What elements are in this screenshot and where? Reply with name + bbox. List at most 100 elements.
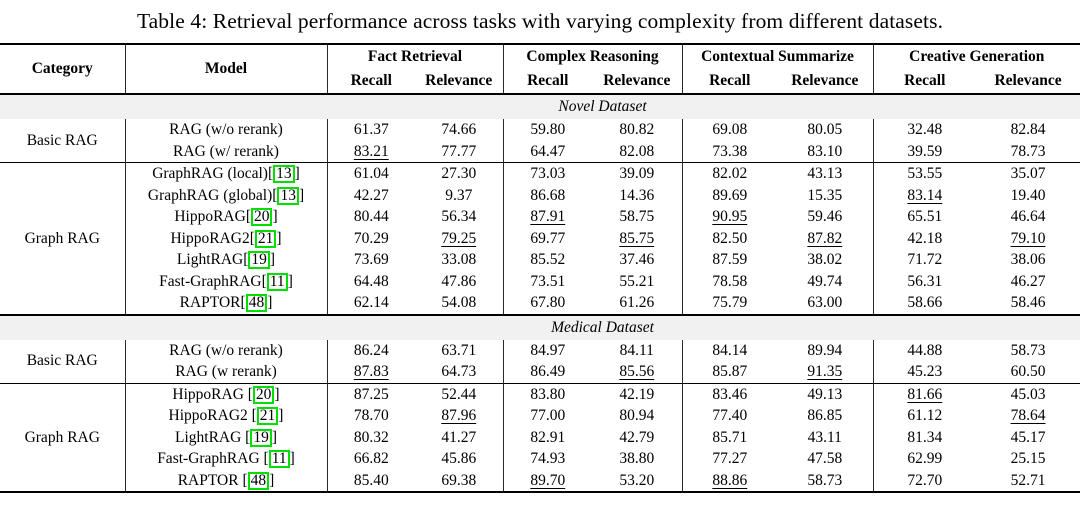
model-cell: RAG (w/o rerank) (124, 119, 327, 141)
value-cell: 54.08 (441, 294, 477, 311)
citation-link[interactable]: 21 (254, 229, 277, 248)
value-cell: 61.26 (619, 294, 655, 311)
underlined-value: 81.66 (907, 385, 943, 403)
table-row: GraphRAG (global)[13] 42.27 9.37 86.68 14.36… (0, 184, 1080, 206)
value-cell: 45.17 (1010, 428, 1046, 446)
value-cell: 61.37 (326, 119, 415, 141)
citation-link[interactable]: 21 (256, 407, 279, 425)
value-cell: 85.75 (592, 228, 682, 250)
value-cell: 35.07 (976, 162, 1080, 185)
model-cell: LightRAG [19] (124, 426, 327, 448)
value-cell: 47.58 (807, 450, 843, 467)
table-row: LightRAG[19] 73.69 33.08 85.52 37.46 87.59 38.… (0, 249, 1080, 271)
table-row: RAG (w/ rerank) 83.21 77.77 64.47 82.08 73.38… (0, 140, 1080, 163)
value-cell: 38.80 (619, 450, 655, 467)
table-row: RAPTOR [48] 85.40 69.38 89.70 53.20 88.86 58.7… (0, 469, 1080, 492)
value-cell: 87.91 (502, 206, 592, 228)
citation-link[interactable]: 19 (250, 428, 272, 447)
value-cell: 69.77 (502, 227, 592, 249)
value-cell: 56.31 (872, 270, 977, 292)
value-cell: 87.59 (681, 249, 778, 271)
value-cell: 42.18 (872, 227, 977, 249)
underlined-value: 79.10 (1010, 229, 1046, 247)
model-cell: GraphRAG (global)[13] (124, 184, 327, 206)
value-cell: 25.15 (1010, 450, 1046, 467)
value-cell: 38.06 (1010, 251, 1046, 268)
value-cell: 83.10 (807, 142, 843, 160)
category-cell: Basic RAG (26, 131, 98, 149)
value-cell: 14.36 (619, 186, 655, 204)
col-header-complex-recall: Recall (502, 69, 592, 94)
underlined-value: 78.64 (1010, 407, 1046, 424)
value-cell: 82.91 (502, 426, 592, 448)
paper-table-figure: Table 4: Retrieval performance across ta… (0, 9, 1080, 493)
underlined-value: 87.91 (530, 208, 566, 225)
value-cell: 89.69 (681, 184, 778, 206)
underlined-value: 85.75 (619, 229, 655, 247)
value-cell: 73.38 (681, 140, 778, 163)
col-group-fact-retrieval: Fact Retrieval (326, 44, 503, 69)
citation-link[interactable]: 20 (250, 208, 273, 226)
value-cell: 85.52 (502, 249, 592, 271)
value-cell: 58.73 (1010, 341, 1046, 359)
table-row: HippoRAG[20] 80.44 56.34 87.91 58.75 90.95 59.… (0, 206, 1080, 228)
citation-link[interactable]: 11 (268, 450, 290, 468)
model-cell: HippoRAG[20] (124, 206, 327, 228)
citation-link[interactable]: 19 (248, 251, 270, 269)
section-title: Medical Dataset (0, 313, 1080, 340)
model-cell: RAPTOR [48] (124, 469, 327, 492)
value-cell: 78.58 (681, 270, 778, 292)
underlined-value: 79.25 (441, 229, 477, 247)
value-cell: 75.79 (681, 292, 778, 315)
value-cell: 81.66 (872, 382, 977, 405)
value-cell: 74.66 (441, 121, 477, 138)
col-header-category: Category (31, 60, 93, 77)
value-cell: 72.70 (872, 469, 977, 492)
value-cell: 9.37 (445, 186, 473, 204)
citation-link[interactable]: 48 (245, 294, 268, 312)
citation-link[interactable]: 48 (247, 471, 270, 490)
underlined-value: 90.95 (712, 208, 748, 225)
value-cell: 73.51 (502, 270, 592, 292)
value-cell: 45.86 (441, 450, 477, 467)
model-cell: Fast-GraphRAG [11] (124, 448, 327, 470)
value-cell: 15.35 (807, 186, 843, 204)
value-cell: 46.27 (1010, 272, 1046, 290)
value-cell: 88.86 (681, 469, 778, 492)
col-header-complex-relevance: Relevance (603, 72, 671, 89)
value-cell: 64.73 (441, 363, 477, 380)
value-cell: 69.38 (441, 471, 477, 489)
value-cell: 61.04 (326, 162, 415, 185)
model-cell: HippoRAG2[21] (124, 227, 327, 249)
underlined-value: 87.82 (807, 229, 843, 247)
value-cell: 87.96 (415, 405, 503, 427)
table-row: Basic RAG RAG (w/o rerank) 86.24 63.71 84.97… (0, 339, 1080, 369)
citation-link[interactable]: 11 (266, 272, 288, 291)
value-cell: 53.20 (619, 471, 655, 489)
value-cell: 89.70 (502, 469, 592, 492)
value-cell: 19.40 (1010, 186, 1046, 204)
citation-link[interactable]: 13 (273, 165, 295, 183)
section-band-row: Novel Dataset (0, 94, 1080, 119)
value-cell: 71.72 (872, 249, 977, 271)
citation-link[interactable]: 20 (252, 385, 275, 404)
value-cell: 37.46 (619, 251, 655, 268)
value-cell: 69.08 (681, 119, 778, 141)
value-cell: 63.71 (441, 341, 477, 359)
value-cell: 66.82 (326, 448, 415, 470)
value-cell: 79.10 (976, 228, 1080, 250)
model-cell: RAG (w/ rerank) (124, 140, 327, 163)
value-cell: 56.34 (441, 208, 477, 225)
value-cell: 43.11 (807, 428, 842, 446)
value-cell: 77.27 (681, 448, 778, 470)
value-cell: 81.34 (872, 426, 977, 448)
col-header-fact-recall: Recall (326, 69, 415, 94)
value-cell: 42.79 (619, 428, 655, 446)
citation-link[interactable]: 13 (277, 186, 299, 205)
table-caption: Table 4: Retrieval performance across ta… (136, 9, 944, 33)
value-cell: 83.80 (502, 382, 592, 405)
model-cell: RAG (w rerank) (124, 361, 327, 383)
value-cell: 64.47 (502, 140, 592, 163)
section-title: Novel Dataset (0, 94, 1080, 119)
value-cell: 58.75 (619, 208, 655, 225)
